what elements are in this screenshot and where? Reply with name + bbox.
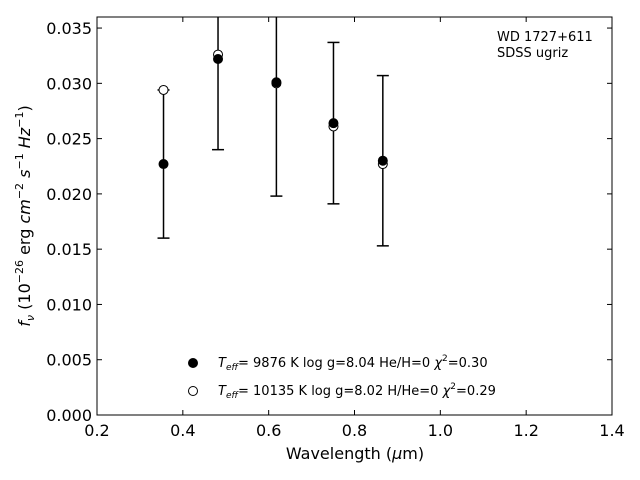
model-series-open <box>158 49 388 170</box>
x-tick-label: 0.2 <box>84 421 109 440</box>
legend-marker-filled <box>188 358 198 368</box>
x-tick-label: 1.4 <box>599 421 624 440</box>
legend: Teff= 9876 K log g=8.04 He/H=0 χ2=0.30 T… <box>188 354 496 401</box>
y-tick-label: 0.025 <box>46 130 92 149</box>
data-point-open <box>158 84 169 95</box>
data-point-filled <box>328 118 339 129</box>
y-axis-ticks: 0.000 0.005 0.010 0.015 0.020 0.025 0.030 0.035 <box>46 19 612 425</box>
y-tick-label: 0.030 <box>46 74 92 93</box>
legend-entry-1: Teff= 9876 K log g=8.04 He/H=0 χ2=0.30 <box>218 354 488 373</box>
y-tick-label: 0.035 <box>46 19 92 38</box>
x-tick-label: 0.8 <box>342 421 367 440</box>
legend-marker-open <box>188 386 198 396</box>
x-axis-ticks: 0.2 0.4 0.6 0.8 1.0 1.2 1.4 <box>84 17 625 440</box>
survey-name: SDSS ugriz <box>497 46 568 61</box>
error-bars <box>157 17 389 247</box>
data-point-filled <box>271 77 282 88</box>
y-tick-label: 0.010 <box>46 295 92 314</box>
object-name: WD 1727+611 <box>497 30 593 45</box>
y-tick-label: 0.005 <box>46 351 92 370</box>
y-axis-label: fν (10−26 erg cm−2 s−1 Hz−1) <box>13 105 37 326</box>
x-tick-label: 0.4 <box>170 421 195 440</box>
x-axis-label: Wavelength (μm) <box>286 444 424 463</box>
x-tick-label: 1.2 <box>513 421 538 440</box>
legend-entry-2: Teff= 10135 K log g=8.02 H/He=0 χ2=0.29 <box>218 382 496 401</box>
x-tick-label: 0.6 <box>256 421 281 440</box>
x-tick-label: 1.0 <box>428 421 453 440</box>
data-point-filled <box>213 54 224 65</box>
y-tick-label: 0.000 <box>46 406 92 425</box>
data-point-filled <box>377 155 388 166</box>
y-tick-label: 0.020 <box>46 185 92 204</box>
model-series-filled <box>158 54 388 170</box>
y-tick-label: 0.015 <box>46 240 92 259</box>
data-point-filled <box>158 159 169 170</box>
